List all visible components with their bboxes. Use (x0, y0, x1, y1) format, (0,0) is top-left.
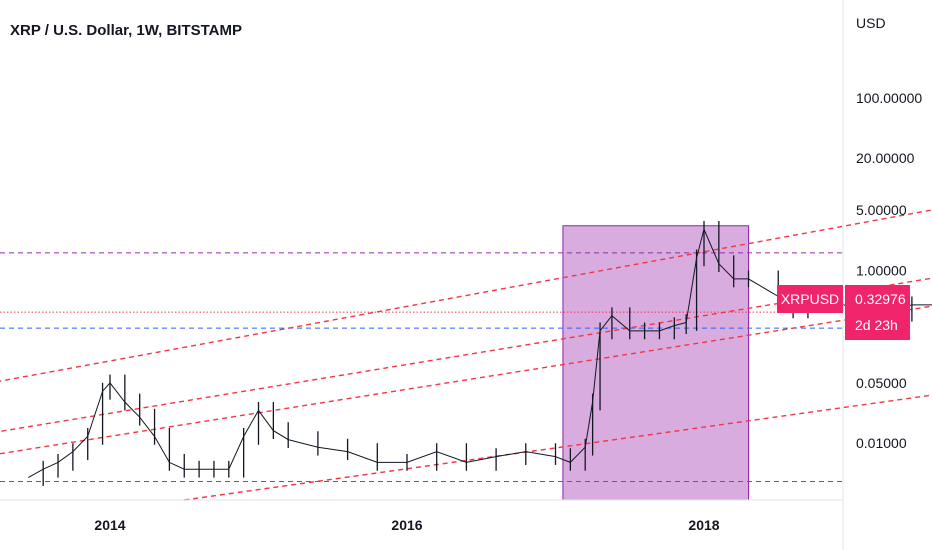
highlight-box (562, 225, 750, 501)
price-badge-bg (845, 285, 910, 340)
last-price-value: 0.32976 (855, 291, 906, 307)
price-tick-label-0: 100.00000 (856, 90, 922, 106)
channel-line-2 (0, 305, 932, 455)
symbol-badge-label: XRPUSD (781, 291, 839, 307)
channel-lines (0, 209, 932, 501)
price-axis[interactable]: 100.00000 20.00000 5.00000 1.00000 0.05000 0.… (856, 90, 922, 451)
currency-label: USD (856, 15, 886, 31)
last-price-badge[interactable]: XRPUSD 0.32976 2d 23h (777, 285, 910, 340)
horizontal-levels (0, 252, 843, 483)
price-tick-label-4: 0.05000 (856, 375, 907, 391)
chart-title: XRP / U.S. Dollar, 1W, BITSTAMP (10, 22, 242, 39)
price-tick-label-1: 20.00000 (856, 150, 915, 166)
price-tick-label-5: 0.01000 (856, 435, 907, 451)
price-series (28, 220, 932, 486)
bar-countdown: 2d 23h (855, 317, 898, 333)
price-tick-label-2: 5.00000 (856, 202, 907, 218)
time-tick-label-2: 2018 (688, 517, 719, 533)
price-tick-label-3: 1.00000 (856, 263, 907, 279)
time-tick-label-0: 2014 (94, 517, 125, 533)
highlight-layer (562, 225, 750, 501)
time-axis[interactable]: 20142016201820202022 (94, 517, 932, 533)
time-tick-label-1: 2016 (391, 517, 422, 533)
symbol-badge-bg (777, 285, 843, 313)
